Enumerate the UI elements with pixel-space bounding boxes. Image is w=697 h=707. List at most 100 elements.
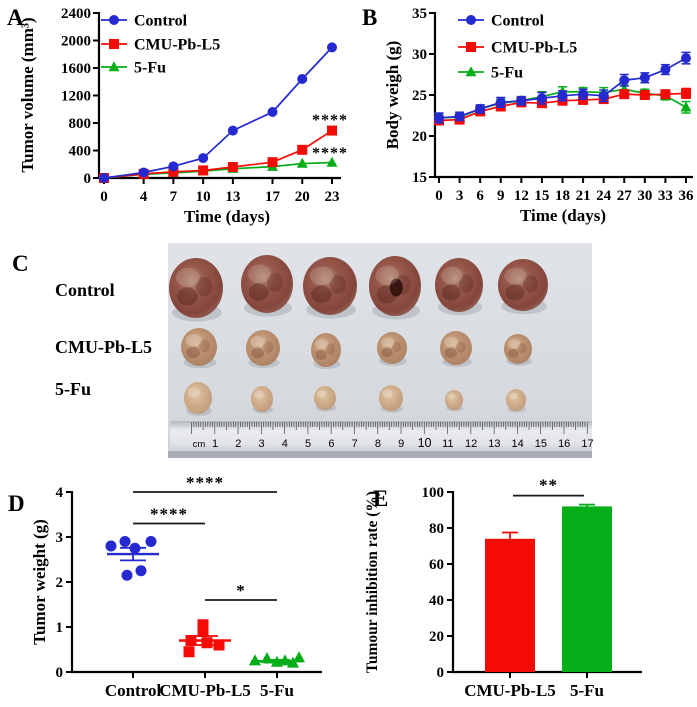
- significance-stars: *: [236, 581, 246, 600]
- circle-marker: [135, 565, 147, 577]
- triangle-marker: [278, 654, 292, 666]
- circle-marker: [495, 97, 506, 108]
- x-tick-label: 12: [514, 188, 529, 204]
- ruler-number: 16: [558, 438, 570, 450]
- y-tick-label: 1200: [61, 89, 91, 105]
- square-marker: [185, 635, 197, 646]
- legend-label: CMU-Pb-L5: [134, 37, 220, 54]
- square-marker: [197, 626, 209, 637]
- tumor: [445, 390, 463, 410]
- significance-stars: ****: [312, 145, 348, 162]
- inhibition-rate-bar-chart: 0 20 40 60 80 100 CMU-Pb-L5 5-Fu Tumour inhibiti…: [364, 476, 642, 700]
- panel-e-label: E: [373, 486, 389, 511]
- tumor: [169, 258, 223, 318]
- legend-label: 5-Fu: [134, 60, 166, 77]
- circle-marker: [557, 90, 568, 101]
- ruler-unit: cm: [193, 439, 206, 450]
- triangle-marker: [260, 652, 274, 664]
- circle-marker: [516, 95, 527, 106]
- series-Control: [99, 42, 337, 183]
- category-label: CMU-Pb-L5: [464, 681, 556, 700]
- y-tick-label: 0: [56, 665, 64, 681]
- axes: 0 400 800 1200 1600 2000 2400: [61, 6, 341, 187]
- square-marker: [213, 639, 225, 651]
- ruler-number: 5: [305, 438, 311, 450]
- square-marker: [168, 166, 179, 177]
- x-axis-ticks: 0 4 7 10 13 17 20 23: [100, 178, 340, 205]
- tumor: [314, 386, 336, 410]
- y-tick-label: 800: [69, 116, 92, 132]
- triangle-marker: [326, 156, 338, 167]
- x-tick-label: 18: [555, 188, 570, 204]
- circle-marker: [267, 107, 278, 117]
- circle-marker: [619, 75, 630, 86]
- square-marker: [578, 94, 589, 105]
- ruler-number: 2: [235, 438, 241, 450]
- y-tick-label: 400: [69, 144, 92, 160]
- ruler-number: 11: [442, 438, 453, 450]
- y-tick-label: 2: [56, 575, 64, 591]
- ruler-number: 17: [581, 438, 593, 450]
- circle-marker: [466, 15, 476, 25]
- ruler-number: 8: [375, 438, 381, 450]
- legend-label: CMU-Pb-L5: [491, 40, 577, 57]
- y-tick-label: 3: [56, 530, 64, 546]
- group-CMU-Pb-L5: [179, 619, 231, 658]
- x-axis-title: Time (days): [520, 206, 606, 225]
- tumor: [241, 255, 293, 313]
- circle-marker: [145, 536, 157, 547]
- panel-a-label: A: [7, 5, 24, 30]
- ruler: cm 1 2 3 4 5 6 7 8 9 10 11 12 13 14 15 16 17: [170, 421, 594, 451]
- circle-marker: [578, 89, 589, 100]
- y-axis-title: Tumor weight (g): [30, 519, 49, 645]
- triangle-marker: [108, 61, 120, 72]
- x-axis-title: Time (days): [184, 207, 270, 226]
- ruler-number: 12: [465, 438, 477, 450]
- square-marker: [466, 42, 476, 52]
- legend-label: Control: [491, 13, 545, 30]
- triangle-marker: [296, 157, 308, 168]
- ruler-number: 15: [535, 438, 547, 450]
- y-tick-label: 35: [412, 6, 427, 22]
- tumor: [251, 386, 273, 412]
- tumor: [181, 328, 217, 366]
- circle-marker: [105, 540, 117, 552]
- square-marker: [267, 157, 278, 168]
- square-marker: [197, 619, 209, 631]
- y-tick-label: 1600: [61, 61, 91, 77]
- x-axis-ticks: CMU-Pb-L5 5-Fu: [464, 672, 604, 700]
- panel-c-label: C: [12, 251, 29, 276]
- square-marker: [660, 89, 671, 100]
- square-marker: [227, 162, 238, 172]
- x-tick-label: 27: [617, 188, 633, 204]
- y-tick-label: 30: [412, 47, 427, 63]
- y-tick-label: 20: [429, 629, 444, 645]
- y-tick-label: 0: [84, 171, 92, 187]
- panel-d-label: D: [8, 491, 25, 516]
- circle-marker: [536, 93, 547, 104]
- y-tick-label: 40: [429, 593, 444, 609]
- photo-bottom-strip: [168, 451, 592, 458]
- ruler-number: 1: [212, 438, 218, 450]
- circle-marker: [639, 72, 650, 83]
- triangle-marker: [292, 651, 306, 663]
- y-tick-label: 20: [412, 129, 427, 145]
- y-tick-label: 15: [412, 170, 427, 186]
- category-label: 5-Fu: [260, 681, 294, 700]
- circle-marker: [119, 536, 131, 547]
- circle-marker: [168, 161, 179, 172]
- panel-b-label: B: [362, 5, 378, 30]
- tumor-row-cmu_pb_l5: [181, 328, 532, 370]
- x-tick-label: 0: [435, 188, 443, 204]
- tumor: [506, 389, 526, 411]
- x-tick-label: 15: [534, 188, 549, 204]
- tumor: [184, 382, 212, 414]
- ruler-number: 9: [398, 438, 404, 450]
- legend-label: Control: [134, 13, 188, 30]
- series-line: [103, 161, 333, 179]
- panel-c-row-label-cmu-pb-l5: CMU-Pb-L5: [55, 337, 152, 357]
- square-marker: [639, 90, 650, 100]
